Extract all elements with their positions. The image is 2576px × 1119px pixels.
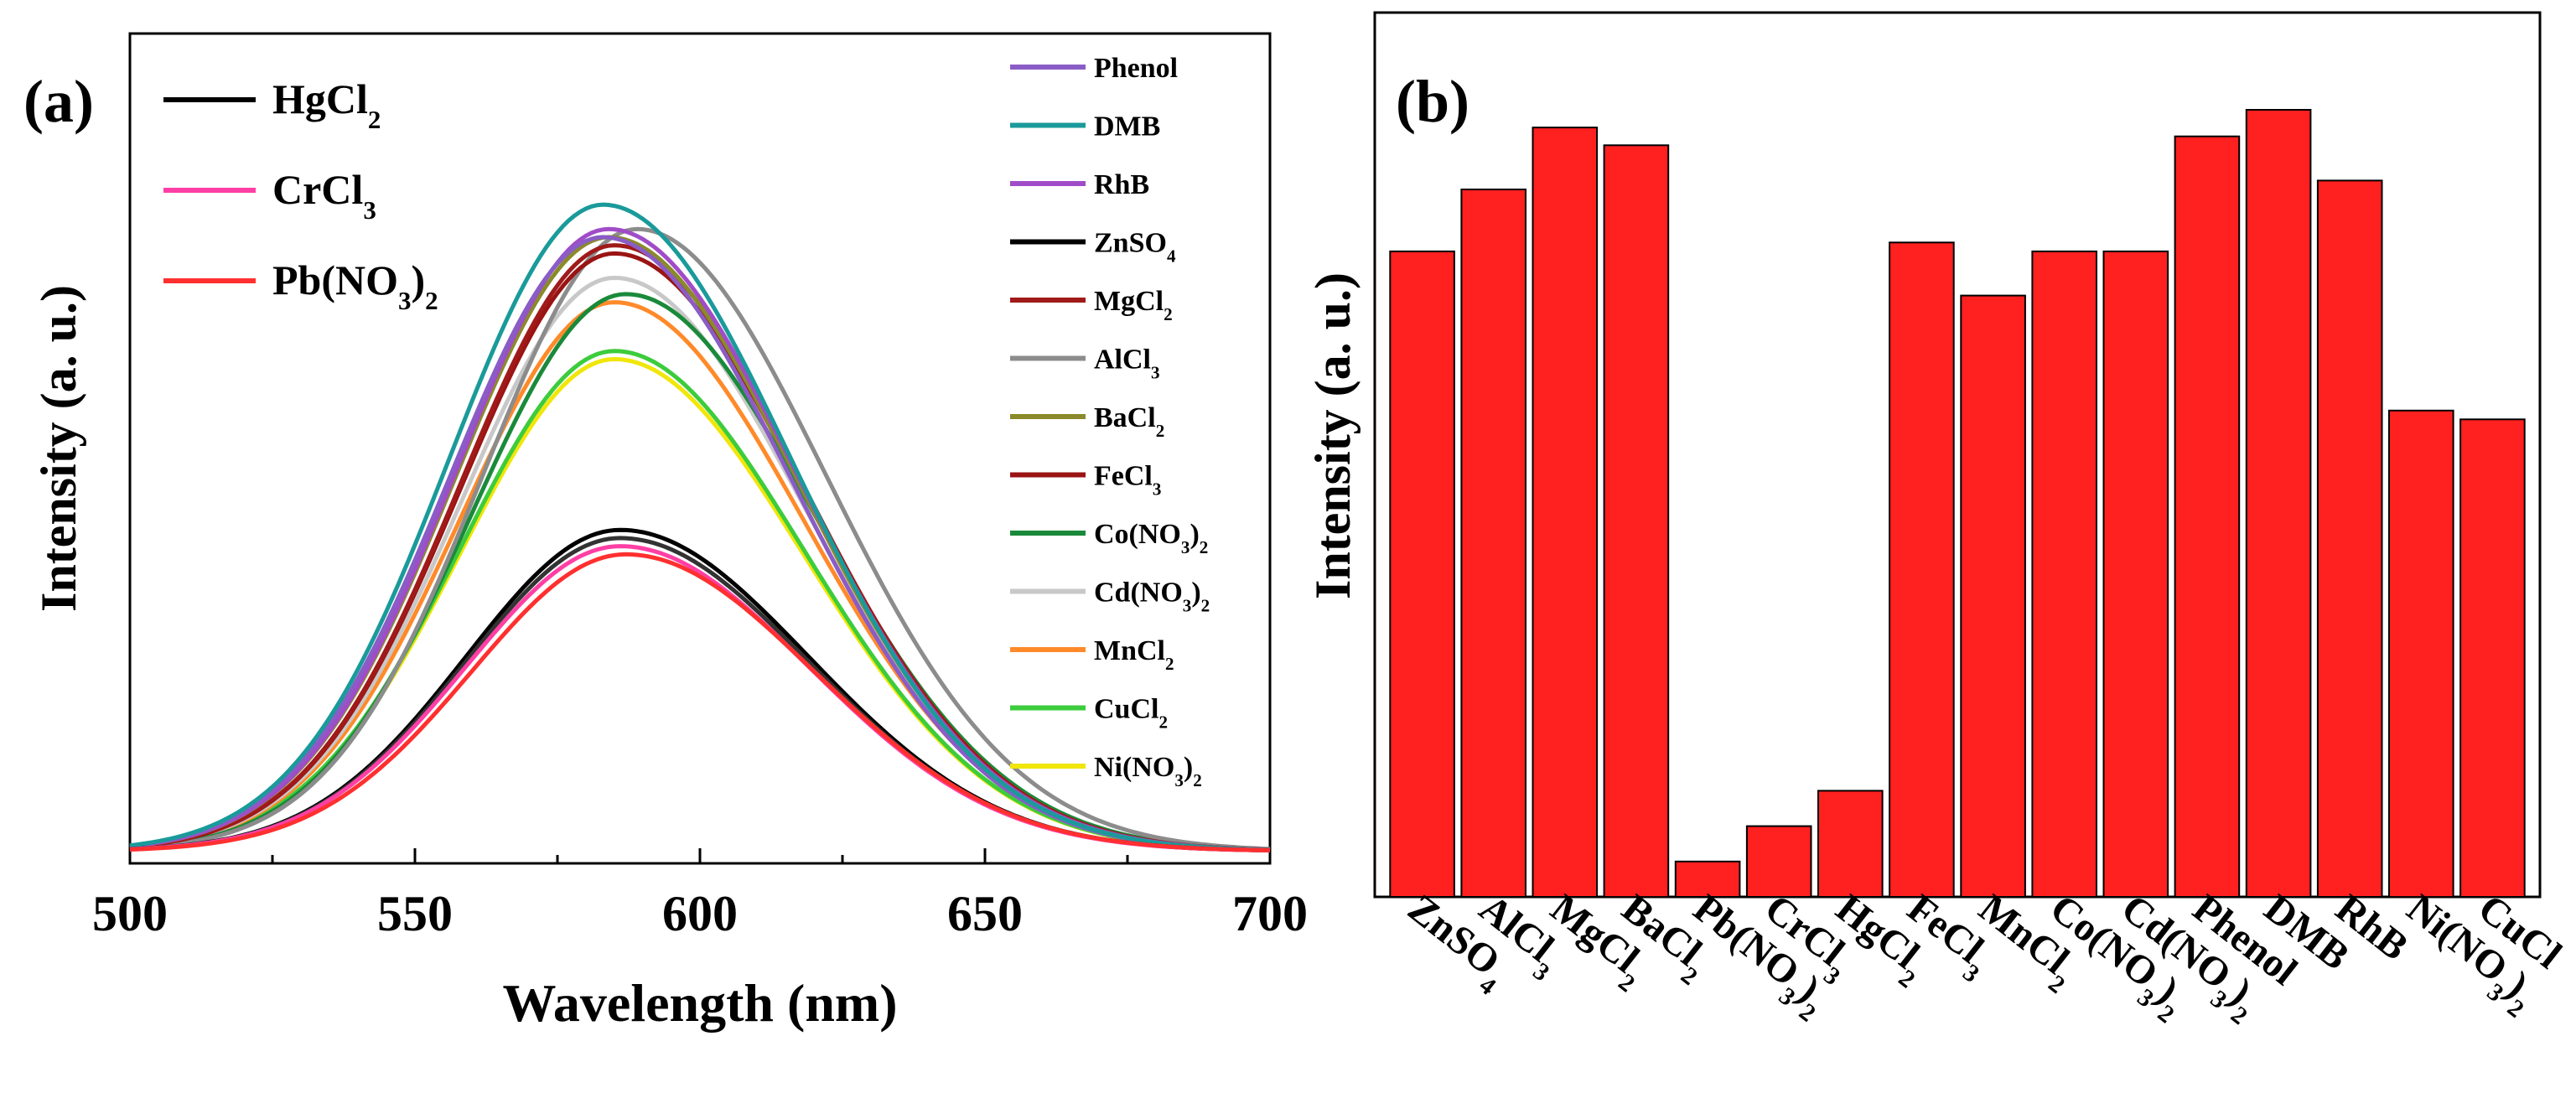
formula-sub: 2 [1158,712,1168,733]
formula-sub: 3 [363,195,376,225]
bar-8 [1960,294,2026,899]
formula-name: Ni(NO [1094,752,1174,783]
x-tick-label: 600 [662,886,738,941]
formula-name: Co(NO [1094,519,1181,550]
formula-sub: 3 [1183,596,1192,616]
legend-label: CuCl2 [1094,694,1168,733]
panel-b-bars: (b) Intensity (a. u.) ZnSO4AlCl3MgCl2BaC… [1305,11,2570,1030]
formula-sub: 3 [1181,537,1190,557]
panel-b-category-labels: ZnSO4AlCl3MgCl2BaCl2Pb(NO3)2CrCl3HgCl2Fe… [1400,886,2570,1030]
x-tick-label: 650 [947,886,1023,941]
formula-sub2: 2 [1200,537,1209,557]
formula-name: RhB [1094,169,1149,200]
formula-name: CrCl [272,166,363,213]
legend-label: AlCl3 [1094,345,1160,383]
legend-label: RhB [1094,169,1149,200]
formula-name: BaCl [1094,402,1156,433]
legend-label: MnCl2 [1094,635,1174,674]
formula-tail: ) [1184,752,1193,783]
formula-name: DMB [1094,111,1160,142]
formula-name: ZnSO [1094,228,1167,259]
bar-0 [1389,250,1455,898]
panel-a-label: (a) [23,68,94,135]
bar-11 [2174,135,2241,898]
panel-b-bar-group [1389,109,2526,899]
legend-label: Phenol [1094,53,1178,84]
bar-13 [2316,179,2383,898]
formula-tail: ) [1190,519,1199,550]
formula-sub: 3 [1174,770,1184,790]
formula-sub2: 2 [425,286,438,315]
bar-3 [1603,144,1670,899]
formula-sub: 3 [398,286,412,315]
panel-a-xlabel: Wavelength (nm) [502,973,897,1033]
formula-name: MgCl [1094,286,1164,317]
bar-4 [1674,860,1741,899]
bar-10 [2102,250,2169,898]
bar-1 [1460,189,1527,898]
x-tick-label: 500 [92,886,168,941]
panel-b-label: (b) [1396,68,1469,135]
bar-2 [1532,127,1599,899]
formula-sub: 2 [1156,421,1165,441]
bar-12 [2245,109,2312,898]
legend-label: HgCl2 [272,75,381,134]
legend-label: DMB [1094,111,1160,142]
formula-name: AlCl [1094,345,1151,376]
panel-b-ylabel: Intensity (a. u.) [1305,272,1361,599]
series-line-15 [129,552,1271,852]
legend-label: MgCl2 [1094,286,1173,324]
formula-sub2: 2 [1193,770,1202,790]
panel-a-ylabel: Intensity (a. u.) [31,285,86,612]
formula-name: HgCl [272,75,368,122]
legend-label: BaCl2 [1094,402,1164,441]
formula-tail: ) [1191,578,1200,609]
series-line-5 [129,226,1271,852]
panel-a-ticks: 500 550 600 650 700 [92,848,1308,941]
formula-sub: 2 [368,105,381,134]
legend-label: Ni(NO3)2 [1094,752,1202,790]
legend-label: CrCl3 [272,166,376,225]
formula-name: Cd(NO [1094,578,1183,609]
x-tick-label: 700 [1232,886,1308,941]
formula-sub: 3 [1153,479,1162,500]
formula-sub: 2 [1164,304,1173,324]
bar-14 [2388,409,2454,899]
bar-15 [2459,418,2526,898]
formula-name: Pb(NO [272,256,398,303]
legend-label: Co(NO3)2 [1094,519,1208,557]
formula-name: MnCl [1094,635,1165,666]
formula-sub: 3 [1151,363,1160,383]
panel-b-plot-frame [1373,11,2542,899]
panel-a-legend-right: PhenolDMBRhBZnSO4MgCl2AlCl3BaCl2FeCl3Co(… [1010,53,1210,790]
formula-tail: ) [412,256,426,303]
formula-name: FeCl [1094,461,1153,492]
formula-sub2: 2 [1201,596,1210,616]
formula-name: CuCl [1094,694,1158,725]
legend-label: ZnSO4 [1094,228,1176,267]
bar-7 [1889,241,1955,898]
formula-name: HgCl [1828,886,1928,977]
formula-sub: 2 [1165,654,1174,674]
bar-5 [1745,825,1812,898]
legend-label: Cd(NO3)2 [1094,578,1210,616]
legend-label: FeCl3 [1094,461,1161,500]
panel-a-plot-frame [128,32,1272,865]
x-tick-label: 550 [377,886,453,941]
bar-6 [1817,790,1884,899]
bar-9 [2031,250,2097,898]
panel-a-curves [129,202,1271,852]
legend-label: Pb(NO3)2 [272,256,438,315]
formula-sub: 4 [1167,246,1176,267]
panel-a-spectra: (a) Wavelength (nm) Intensity (a. u.) 50… [23,32,1308,1033]
series-line-11 [129,202,1271,852]
formula-name: Phenol [1094,53,1178,84]
